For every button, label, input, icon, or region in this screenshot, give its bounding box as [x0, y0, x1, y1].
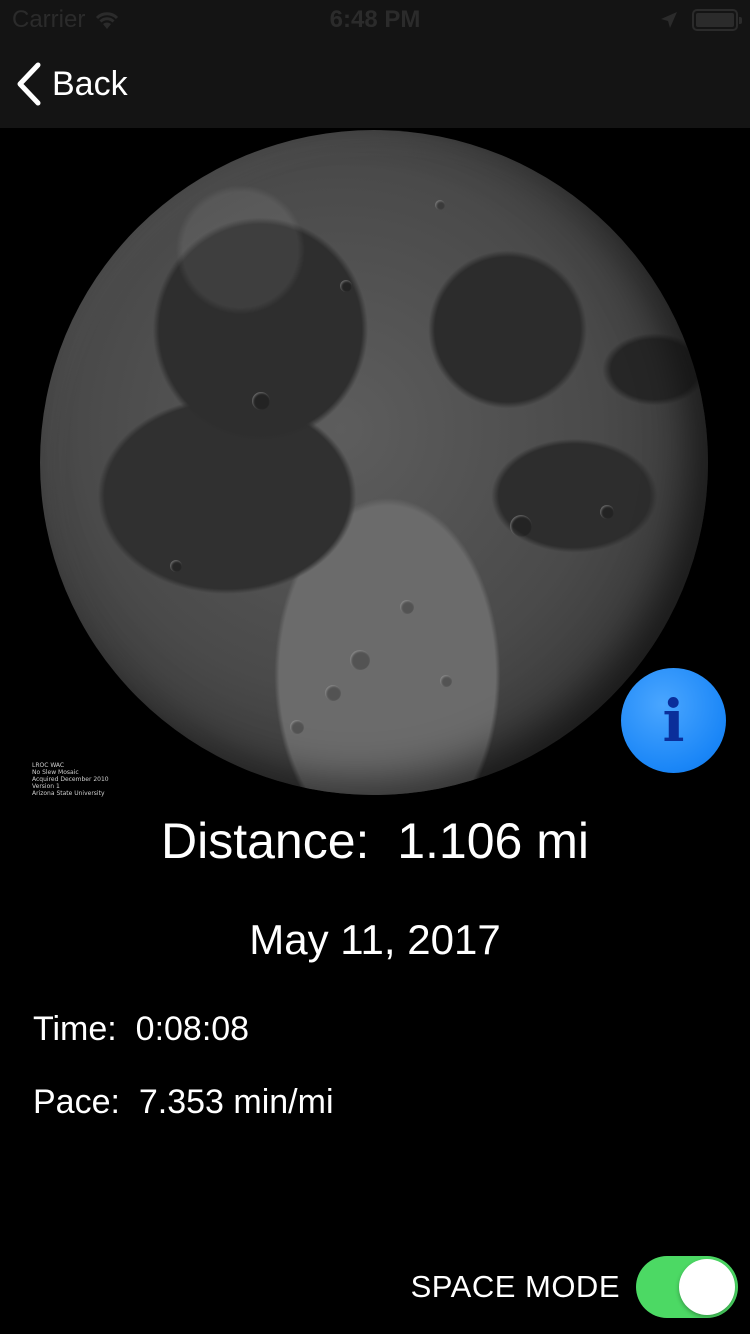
time-label: Time: [33, 1010, 117, 1048]
run-date: May 11, 2017 [249, 916, 501, 963]
moon-image [40, 130, 708, 795]
battery-icon [692, 9, 742, 31]
status-right [660, 0, 742, 40]
info-icon: i [662, 686, 685, 755]
moon-credit-line: Version 1 [32, 783, 60, 790]
wifi-icon [96, 12, 119, 29]
pace-row: Pace: 7.353 min/mi [33, 1083, 334, 1122]
moon-credit-line: Acquired December 2010 [32, 776, 109, 783]
space-mode-toggle[interactable] [636, 1256, 738, 1318]
crater [252, 392, 270, 410]
distance-value: 1.106 mi [397, 813, 589, 869]
crater [510, 515, 532, 537]
toggle-knob[interactable] [679, 1259, 735, 1315]
crater [290, 720, 304, 734]
crater [350, 650, 370, 670]
chevron-left-icon [17, 62, 41, 106]
pace-label: Pace: [33, 1083, 120, 1121]
moon-credit-line: LROC WAC [32, 762, 65, 769]
crater [170, 560, 182, 572]
status-left: Carrier [12, 0, 121, 40]
status-time: 6:48 PM [329, 6, 421, 33]
location-arrow-icon [661, 12, 677, 28]
back-label: Back [52, 64, 128, 103]
pace-value: 7.353 min/mi [138, 1083, 334, 1121]
info-button[interactable]: i [621, 668, 726, 773]
carrier-label: Carrier [12, 6, 86, 33]
status-bar: Carrier 6:48 PM [0, 0, 750, 40]
back-button[interactable]: Back [16, 40, 128, 128]
crater [435, 200, 445, 210]
moon-credit-line: Arizona State University [32, 790, 105, 797]
moon-credit-line: No Slew Mosaic [32, 769, 79, 776]
distance-row: Distance: 1.106 mi [0, 812, 750, 870]
time-row: Time: 0:08:08 [33, 1010, 249, 1049]
crater [340, 280, 352, 292]
nav-bar: Back [0, 40, 750, 128]
time-value: 0:08:08 [135, 1010, 250, 1048]
crater [325, 685, 341, 701]
moon-surface [40, 130, 708, 795]
distance-label: Distance: [160, 813, 370, 869]
crater [440, 675, 452, 687]
crater [600, 505, 614, 519]
crater [400, 600, 414, 614]
moon-credit: LROC WAC No Slew Mosaic Acquired Decembe… [32, 762, 109, 797]
space-mode-label: SPACE MODE [410, 1269, 620, 1304]
